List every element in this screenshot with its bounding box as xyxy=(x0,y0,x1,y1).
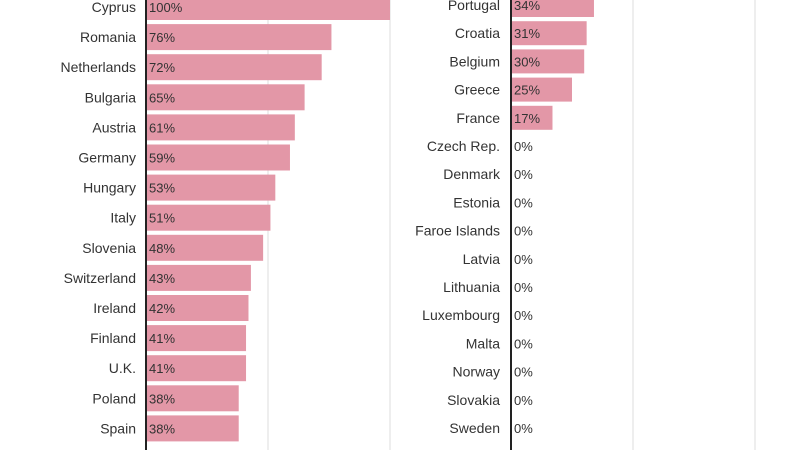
bar xyxy=(511,105,553,130)
value-label: 72% xyxy=(149,60,175,75)
bar xyxy=(146,84,305,111)
category-label: U.K. xyxy=(109,360,136,376)
bar xyxy=(146,54,322,81)
value-label: 48% xyxy=(149,241,175,256)
value-label: 0% xyxy=(514,308,533,323)
value-label: 0% xyxy=(514,365,533,380)
bar xyxy=(146,204,271,231)
category-label: Ireland xyxy=(93,300,136,316)
category-label: Belgium xyxy=(449,53,500,69)
category-label: Germany xyxy=(78,150,136,166)
category-label: Poland xyxy=(92,390,136,406)
value-label: 34% xyxy=(514,0,540,13)
category-label: Norway xyxy=(453,364,500,380)
category-label: Estonia xyxy=(453,194,500,210)
bar xyxy=(146,295,249,321)
bar xyxy=(146,174,276,201)
value-label: 0% xyxy=(514,421,533,436)
bar xyxy=(511,49,585,74)
bar xyxy=(146,234,264,261)
bar xyxy=(511,21,587,46)
value-label: 0% xyxy=(514,139,533,154)
bar xyxy=(146,385,239,412)
category-label: France xyxy=(456,110,500,126)
category-label: Latvia xyxy=(463,251,501,267)
value-label: 100% xyxy=(149,0,183,15)
value-label: 65% xyxy=(149,90,175,105)
bar xyxy=(146,0,390,20)
category-label: Slovakia xyxy=(447,392,500,408)
category-label: Slovenia xyxy=(82,240,136,256)
value-label: 0% xyxy=(514,252,533,267)
bar xyxy=(146,415,239,442)
value-label: 0% xyxy=(514,280,533,295)
category-label: Romania xyxy=(80,29,136,45)
category-label: Luxembourg xyxy=(422,307,500,323)
value-label: 38% xyxy=(149,421,175,436)
category-label: Hungary xyxy=(83,180,136,196)
value-label: 76% xyxy=(149,30,175,45)
category-label: Bulgaria xyxy=(85,89,137,105)
value-label: 25% xyxy=(514,83,540,98)
category-label: Croatia xyxy=(455,25,500,41)
category-label: Finland xyxy=(90,330,136,346)
bar xyxy=(146,24,332,51)
value-label: 41% xyxy=(149,361,175,376)
value-label: 51% xyxy=(149,211,175,226)
value-label: 0% xyxy=(514,224,533,239)
category-label: Austria xyxy=(92,119,136,135)
value-label: 41% xyxy=(149,331,175,346)
value-label: 53% xyxy=(149,181,175,196)
category-label: Switzerland xyxy=(64,270,136,286)
value-label: 0% xyxy=(514,195,533,210)
value-label: 38% xyxy=(149,391,175,406)
value-label: 0% xyxy=(514,393,533,408)
category-label: Spain xyxy=(100,420,136,436)
category-label: Faroe Islands xyxy=(415,223,500,239)
value-label: 43% xyxy=(149,271,175,286)
bar xyxy=(511,77,572,102)
value-label: 30% xyxy=(514,54,540,69)
value-label: 42% xyxy=(149,301,175,316)
value-label: 61% xyxy=(149,120,175,135)
category-label: Sweden xyxy=(449,420,500,436)
bar xyxy=(146,114,295,141)
category-label: Greece xyxy=(454,82,500,98)
category-label: Malta xyxy=(466,335,500,351)
value-label: 0% xyxy=(514,167,533,182)
value-label: 31% xyxy=(514,26,540,41)
category-label: Denmark xyxy=(443,166,501,182)
bar xyxy=(146,264,251,291)
category-label: Cyprus xyxy=(92,0,136,15)
category-label: Italy xyxy=(110,210,136,226)
bar xyxy=(146,325,247,352)
value-label: 0% xyxy=(514,336,533,351)
value-label: 17% xyxy=(514,111,540,126)
category-label: Lithuania xyxy=(443,279,500,295)
category-label: Portugal xyxy=(448,0,500,13)
category-label: Czech Rep. xyxy=(427,138,500,154)
bar xyxy=(511,0,594,17)
bar xyxy=(146,355,247,382)
value-label: 59% xyxy=(149,151,175,166)
bar xyxy=(146,144,290,171)
category-label: Netherlands xyxy=(61,59,137,75)
